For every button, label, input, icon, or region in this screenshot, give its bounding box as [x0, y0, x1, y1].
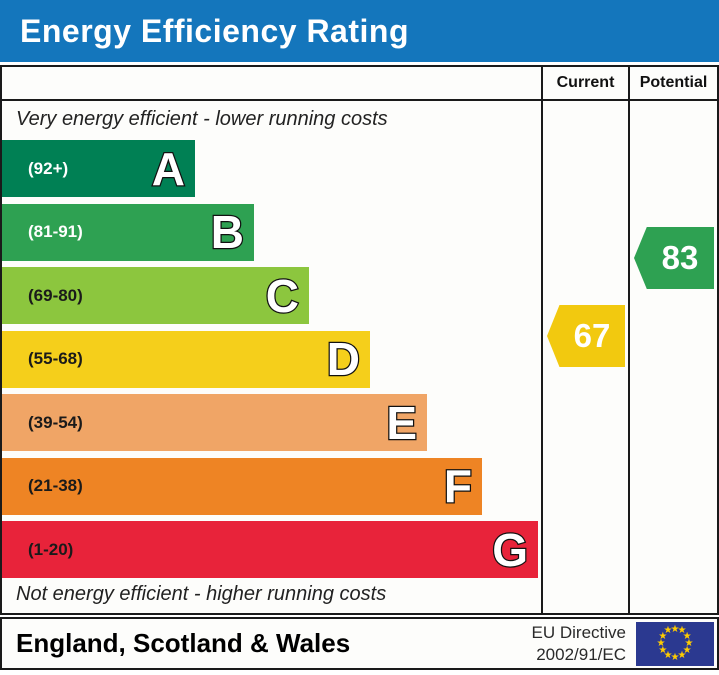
eu-flag-star: ★ [677, 649, 687, 661]
region-label: England, Scotland & Wales [16, 628, 351, 658]
band-range-label: (39-54) [28, 412, 83, 432]
caption-top: Very energy efficient - lower running co… [16, 108, 388, 130]
rating-table: Current Potential Very energy efficient … [0, 65, 719, 615]
band-letter: E [385, 396, 418, 449]
band-A: (92+) A [2, 140, 195, 197]
band-letter: G [491, 523, 529, 576]
potential-rating-value: 83 [661, 239, 699, 276]
band-B: (81-91) B [2, 203, 254, 261]
band-range-label: (92+) [28, 158, 69, 178]
band-letter: A [151, 142, 187, 195]
band-D: (55-68) D [2, 330, 370, 388]
band-letter: B [210, 206, 246, 258]
band-F: (21-38) F [2, 457, 482, 515]
eu-directive-label: EU Directive 2002/91/EC [532, 622, 626, 665]
band-range-label: (81-91) [28, 222, 83, 241]
eu-flag-star: ★ [658, 630, 668, 642]
potential-rating-arrow: 83 [634, 227, 714, 289]
band-letter: F [443, 460, 474, 512]
eu-flag-star: ★ [663, 649, 673, 661]
eu-directive-line1: EU Directive [531, 623, 626, 643]
potential-column: 83 [628, 101, 717, 613]
eu-flag-star: ★ [670, 651, 680, 663]
eu-flag-star: ★ [682, 630, 692, 642]
title-bar: Energy Efficiency Rating [0, 0, 719, 62]
footer: England, Scotland & Wales EU Directive 2… [0, 617, 719, 670]
caption-bottom: Not energy efficient - higher running co… [16, 583, 387, 605]
eu-directive-line2: 2002/91/EC [536, 644, 626, 664]
eu-flag-star: ★ [682, 644, 692, 656]
band-E: (39-54) E [2, 394, 427, 451]
current-rating-value: 67 [573, 317, 611, 354]
eu-flag-star: ★ [670, 623, 680, 635]
header-potential: Potential [628, 67, 717, 101]
current-column: 67 [541, 101, 628, 613]
eu-flag-star: ★ [677, 625, 687, 637]
band-letter: C [265, 269, 301, 322]
page-title: Energy Efficiency Rating [20, 12, 409, 49]
current-rating-arrow: 67 [547, 305, 625, 367]
eu-flag-icon: ★ ★ ★ ★ ★ ★ ★ ★ ★ ★ ★ ★ [636, 621, 714, 666]
eu-flag-star: ★ [684, 637, 694, 649]
band-range-label: (1-20) [28, 539, 74, 559]
chart-area: Very energy efficient - lower running co… [2, 101, 541, 613]
band-letter: D [326, 333, 362, 385]
eu-flag-star: ★ [658, 644, 668, 656]
band-range-label: (55-68) [28, 349, 83, 368]
header-spacer-cell [2, 67, 541, 101]
band-range-label: (21-38) [28, 476, 83, 495]
header-current: Current [541, 67, 628, 101]
band-C: (69-80) C [2, 267, 309, 324]
band-G: (1-20) G [2, 521, 538, 578]
eu-flag-star: ★ [656, 637, 666, 649]
eu-flag-star: ★ [663, 625, 673, 637]
band-range-label: (69-80) [28, 285, 83, 305]
